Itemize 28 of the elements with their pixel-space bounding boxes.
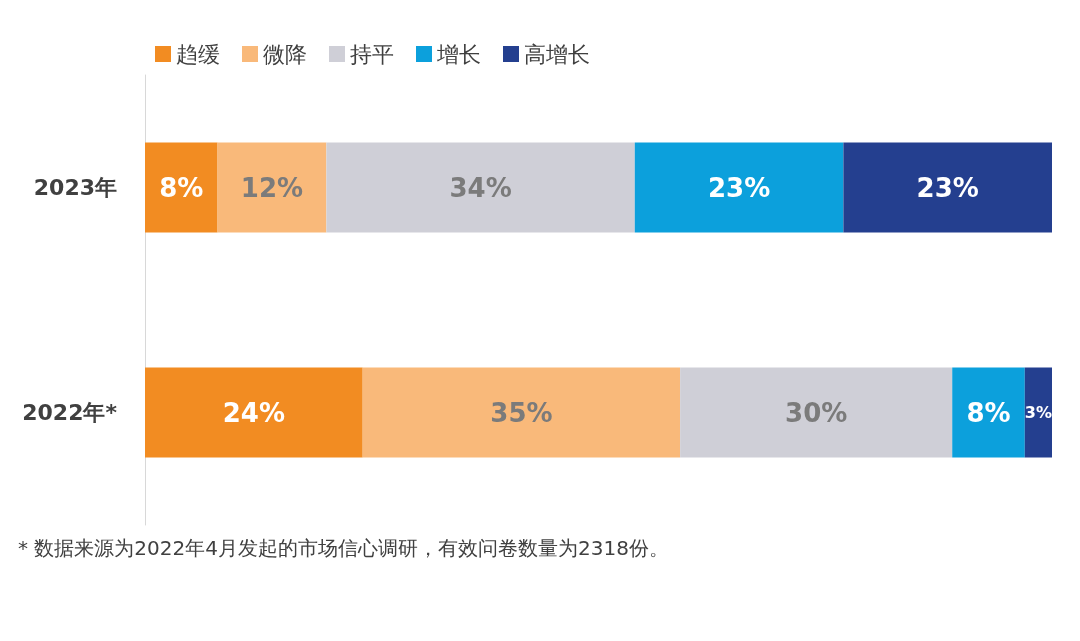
- data-label: 34%: [449, 172, 512, 203]
- data-label: 24%: [222, 397, 285, 428]
- bar: [145, 142, 218, 233]
- data-label: 23%: [916, 172, 979, 203]
- y-tick-label: 2022年*: [22, 400, 118, 425]
- data-label: 30%: [785, 397, 848, 428]
- legend-label: 增长: [436, 41, 481, 67]
- bar: [145, 367, 363, 458]
- data-label: 23%: [707, 172, 771, 203]
- text: * 数据来源为2022年4月发起的市场信心调研，有效问卷数量为2318份。: [18, 536, 669, 560]
- bar: [634, 142, 844, 233]
- data-label: 35%: [490, 397, 553, 428]
- bar: [680, 367, 953, 458]
- data-label: 3%: [1024, 403, 1052, 422]
- bar: [1024, 367, 1052, 458]
- data-label: 12%: [240, 172, 304, 203]
- bar: [952, 367, 1025, 458]
- data-label: 8%: [159, 172, 204, 203]
- legend-label: 持平: [350, 41, 394, 67]
- bar: [217, 142, 327, 233]
- legend-label: 微降: [263, 41, 307, 67]
- legend-label: 高增长: [524, 41, 590, 67]
- bar: [326, 142, 635, 233]
- bar: [362, 367, 681, 458]
- data-label: 8%: [966, 397, 1011, 428]
- legend-label: 趋缓: [176, 41, 220, 67]
- bar: [843, 142, 1052, 233]
- y-tick-label: 2023年: [33, 175, 117, 200]
